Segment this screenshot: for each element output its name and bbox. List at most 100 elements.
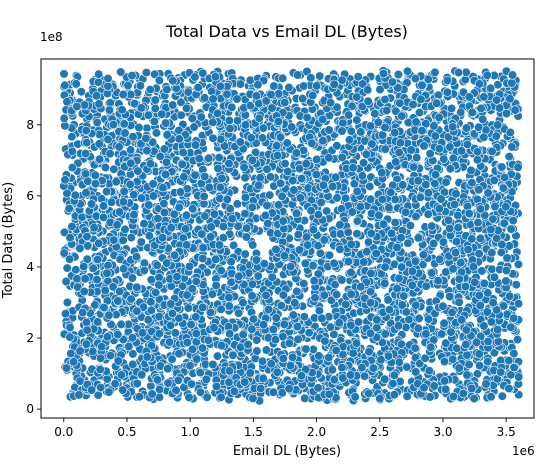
- scatter-point: [119, 119, 129, 129]
- scatter-point: [401, 207, 411, 217]
- scatter-point: [389, 390, 399, 400]
- scatter-point: [225, 124, 235, 134]
- scatter-point: [93, 254, 103, 265]
- scatter-point: [462, 139, 473, 149]
- scatter-point: [448, 354, 458, 364]
- scatter-point: [81, 188, 91, 198]
- scatter-point: [474, 122, 484, 132]
- scatter-point: [80, 274, 90, 284]
- scatter-point: [394, 148, 404, 158]
- scatter-point: [338, 373, 348, 383]
- scatter-point: [492, 233, 502, 243]
- scatter-point: [469, 394, 479, 404]
- scatter-point: [390, 128, 400, 138]
- scatter-point: [120, 128, 130, 138]
- scatter-point: [392, 283, 402, 294]
- scatter-point: [475, 361, 485, 371]
- scatter-point: [89, 223, 99, 233]
- scatter-point: [92, 117, 102, 128]
- scatter-point: [207, 86, 217, 96]
- scatter-point: [432, 98, 442, 108]
- scatter-point: [239, 162, 249, 172]
- scatter-point: [346, 267, 356, 278]
- scatter-point: [102, 332, 112, 342]
- scatter-point: [486, 317, 497, 327]
- scatter-point: [75, 346, 85, 356]
- scatter-point: [186, 320, 196, 330]
- scatter-point: [352, 229, 362, 239]
- scatter-point: [145, 159, 155, 169]
- scatter-point: [299, 279, 309, 289]
- scatter-point: [152, 375, 163, 385]
- scatter-point: [172, 272, 182, 282]
- scatter-point: [61, 276, 71, 287]
- scatter-point: [81, 317, 92, 327]
- scatter-point: [227, 102, 237, 112]
- scatter-point: [445, 291, 455, 302]
- scatter-point: [147, 389, 157, 399]
- scatter-point: [430, 131, 440, 141]
- scatter-point: [190, 170, 200, 180]
- scatter-point: [118, 197, 128, 207]
- scatter-point: [313, 383, 323, 393]
- scatter-point: [211, 280, 221, 291]
- scatter-point: [134, 122, 144, 133]
- scatter-point: [371, 248, 381, 259]
- scatter-point: [174, 349, 184, 359]
- scatter-point: [454, 67, 464, 78]
- scatter-point: [79, 262, 89, 272]
- scatter-point: [475, 233, 486, 243]
- scatter-point: [216, 134, 226, 144]
- scatter-point: [224, 377, 234, 387]
- scatter-point: [146, 297, 156, 307]
- scatter-point: [247, 291, 257, 301]
- scatter-point: [367, 139, 377, 149]
- scatter-point: [83, 241, 93, 251]
- scatter-point: [442, 87, 452, 97]
- scatter-point: [201, 374, 211, 385]
- scatter-point: [361, 149, 371, 159]
- scatter-point: [291, 208, 302, 218]
- scatter-point: [310, 293, 320, 303]
- scatter-point: [150, 95, 160, 105]
- scatter-point: [208, 359, 218, 370]
- scatter-point: [411, 367, 421, 377]
- scatter-point: [458, 388, 468, 399]
- scatter-point: [150, 103, 160, 114]
- scatter-point: [257, 133, 268, 143]
- scatter-point: [497, 391, 507, 401]
- scatter-point: [437, 329, 447, 339]
- scatter-point: [372, 315, 382, 325]
- scatter-point: [94, 139, 104, 149]
- scatter-point: [397, 300, 407, 310]
- scatter-point: [363, 85, 373, 95]
- scatter-point: [486, 83, 496, 93]
- scatter-point: [292, 322, 303, 332]
- scatter-point: [470, 277, 480, 287]
- scatter-point: [118, 235, 128, 245]
- scatter-point: [161, 157, 172, 167]
- scatter-point: [257, 356, 268, 366]
- scatter-point: [416, 94, 426, 104]
- scatter-point: [252, 346, 262, 356]
- scatter-point: [389, 370, 400, 380]
- scatter-point: [207, 289, 217, 299]
- scatter-point: [182, 338, 192, 348]
- scatter-point: [464, 208, 474, 219]
- scatter-point: [234, 308, 244, 318]
- scatter-point: [181, 210, 192, 220]
- scatter-point: [364, 388, 374, 399]
- scatter-point: [337, 152, 347, 162]
- scatter-point: [489, 272, 500, 282]
- scatter-point: [198, 253, 208, 264]
- scatter-point: [98, 201, 109, 211]
- scatter-point: [163, 378, 173, 388]
- scatter-point: [483, 357, 493, 367]
- scatter-point: [441, 177, 451, 187]
- scatter-point: [60, 309, 71, 319]
- scatter-point: [513, 299, 524, 309]
- scatter-point: [289, 185, 299, 195]
- scatter-point: [464, 92, 474, 102]
- scatter-point: [421, 329, 431, 339]
- scatter-point: [495, 103, 505, 113]
